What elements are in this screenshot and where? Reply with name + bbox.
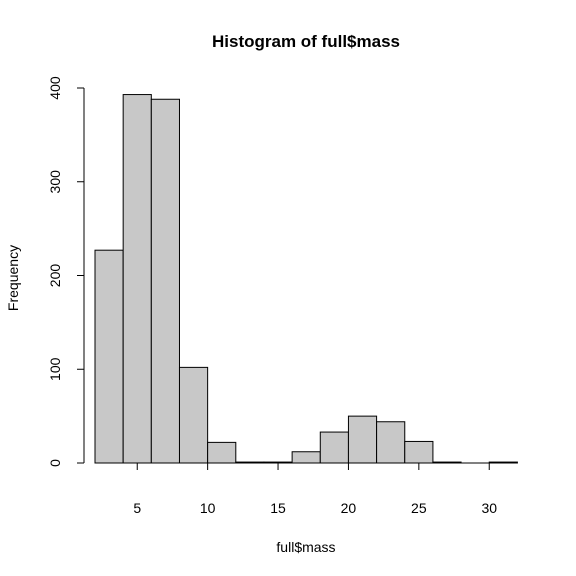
y-tick-label-0: 0 bbox=[47, 459, 63, 467]
x-tick-label-4: 25 bbox=[411, 500, 427, 516]
histogram-bar-4 bbox=[207, 441, 237, 464]
x-tick-label-1: 10 bbox=[200, 500, 216, 516]
histogram-bar-10 bbox=[376, 421, 406, 464]
histogram-bar-9 bbox=[347, 415, 378, 464]
x-tick-label-2: 15 bbox=[270, 500, 286, 516]
histogram-bar-8 bbox=[319, 431, 349, 464]
x-tick-label-3: 20 bbox=[341, 500, 357, 516]
histogram-bar-11 bbox=[404, 440, 434, 464]
bars-group bbox=[94, 94, 518, 464]
y-tick-label-3: 300 bbox=[47, 170, 63, 194]
y-axis-label: Frequency bbox=[5, 245, 21, 311]
histogram-bar-3 bbox=[178, 366, 209, 464]
histogram-bar-1 bbox=[122, 94, 152, 464]
x-axis: 5 10 15 20 25 30 bbox=[133, 462, 497, 516]
x-axis-label: full$mass bbox=[276, 539, 335, 555]
y-tick-label-2: 200 bbox=[47, 264, 63, 288]
y-tick-label-4: 400 bbox=[47, 76, 63, 100]
histogram-bar-0 bbox=[94, 249, 124, 464]
x-tick-label-0: 5 bbox=[133, 500, 141, 516]
y-axis: 0 100 200 300 400 bbox=[47, 76, 85, 467]
chart-title: Histogram of full$mass bbox=[212, 32, 400, 51]
histogram-bar-2 bbox=[150, 98, 180, 464]
y-tick-label-1: 100 bbox=[47, 357, 63, 381]
histogram-bar-7 bbox=[291, 451, 321, 464]
x-tick-label-5: 30 bbox=[481, 500, 497, 516]
histogram-bar-14 bbox=[488, 461, 518, 464]
